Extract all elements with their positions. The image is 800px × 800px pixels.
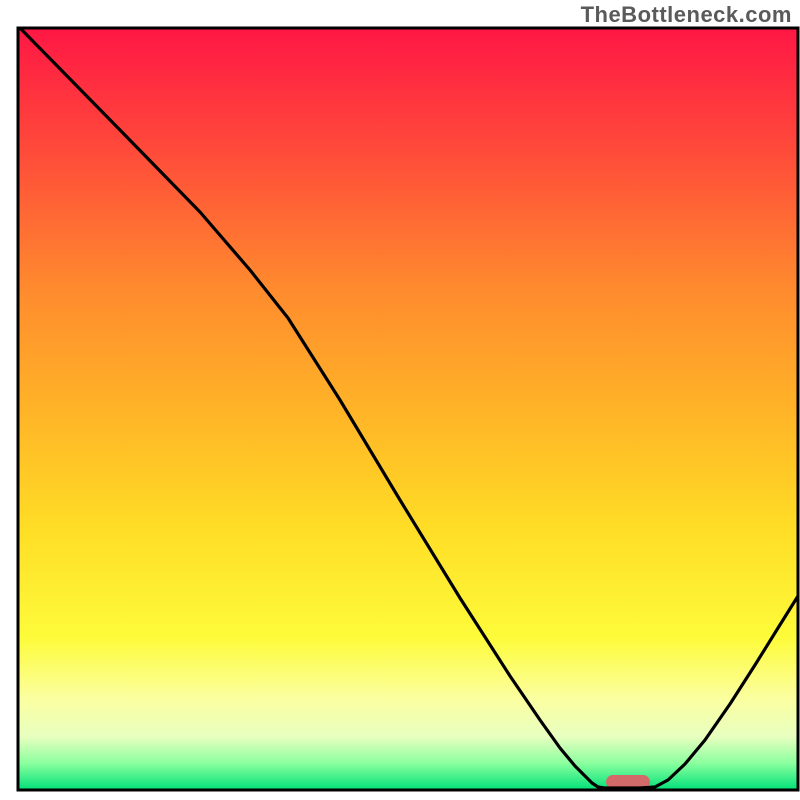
gradient-background [18, 28, 798, 790]
bottleneck-chart [0, 0, 800, 800]
watermark-text: TheBottleneck.com [581, 2, 792, 28]
chart-container: { "watermark": { "text": "TheBottleneck.… [0, 0, 800, 800]
